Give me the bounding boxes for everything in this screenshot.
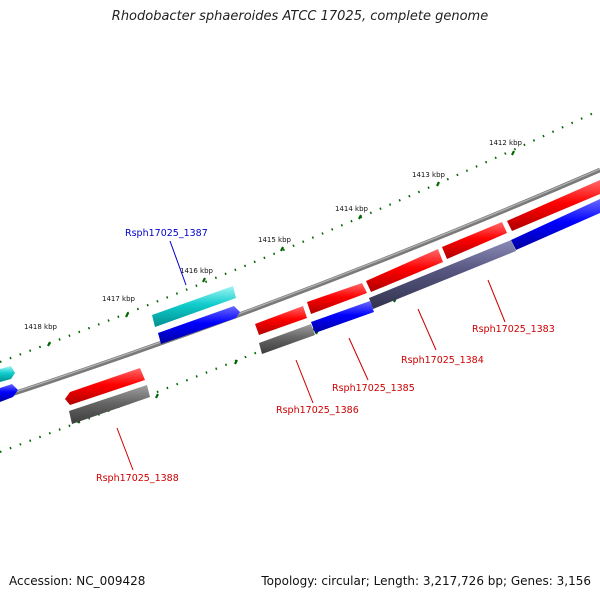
tick-label-1414: 1414 kbp (335, 205, 369, 213)
label-leaders (116, 240, 506, 471)
label-rsph17025-1388[interactable]: Rsph17025_1388 (96, 473, 179, 484)
tick-label-1415: 1415 kbp (258, 236, 292, 244)
label-rsph17025-1387[interactable]: Rsph17025_1387 (125, 228, 208, 239)
rna-partial-left[interactable] (0, 366, 15, 382)
cds-rsph17025-1384b[interactable] (366, 249, 443, 292)
map-title: Rhodobacter sphaeroides ATCC 17025, comp… (111, 9, 489, 24)
tick-label-1413: 1413 kbp (412, 171, 446, 179)
tick-label-1412: 1412 kbp (489, 139, 523, 147)
label-rsph17025-1384[interactable]: Rsph17025_1384 (401, 355, 484, 366)
gene-rsph17025-1384[interactable] (369, 240, 516, 309)
label-rsph17025-1386[interactable]: Rsph17025_1386 (276, 405, 359, 416)
cds-rsph17025-1385[interactable] (307, 283, 367, 314)
rna-rsph17025-1387[interactable] (152, 286, 236, 327)
cds-rsph17025-1388[interactable] (65, 368, 145, 405)
gene-rsph17025-1387[interactable] (158, 306, 240, 344)
accession-text: Accession: NC_009428 (9, 574, 146, 588)
feature-tracks (0, 180, 600, 424)
gene-rsph17025-1386[interactable] (259, 324, 315, 354)
genome-backbone (0, 167, 600, 401)
cds-rsph17025-1386[interactable] (255, 306, 307, 335)
gene-rsph17025-1385[interactable] (311, 301, 374, 333)
gene-rsph17025-1388[interactable] (69, 385, 150, 424)
tick-label-1418: 1418 kbp (24, 323, 58, 331)
genome-backbone-highlight (0, 168, 600, 398)
gene-rsph17025-1383[interactable] (511, 199, 600, 250)
cds-rsph17025-1384[interactable] (442, 222, 507, 259)
tick-label-1416: 1416 kbp (180, 267, 214, 275)
tick-label-1417: 1417 kbp (102, 295, 136, 303)
gene-partial-left[interactable] (0, 384, 18, 402)
topology-text: Topology: circular; Length: 3,217,726 bp… (261, 574, 591, 588)
label-rsph17025-1385[interactable]: Rsph17025_1385 (332, 383, 415, 394)
label-rsph17025-1383[interactable]: Rsph17025_1383 (472, 324, 555, 335)
outer-tick-ring (0, 109, 600, 364)
cds-rsph17025-1383[interactable] (507, 180, 600, 231)
major-ticks-outer (47, 150, 515, 347)
